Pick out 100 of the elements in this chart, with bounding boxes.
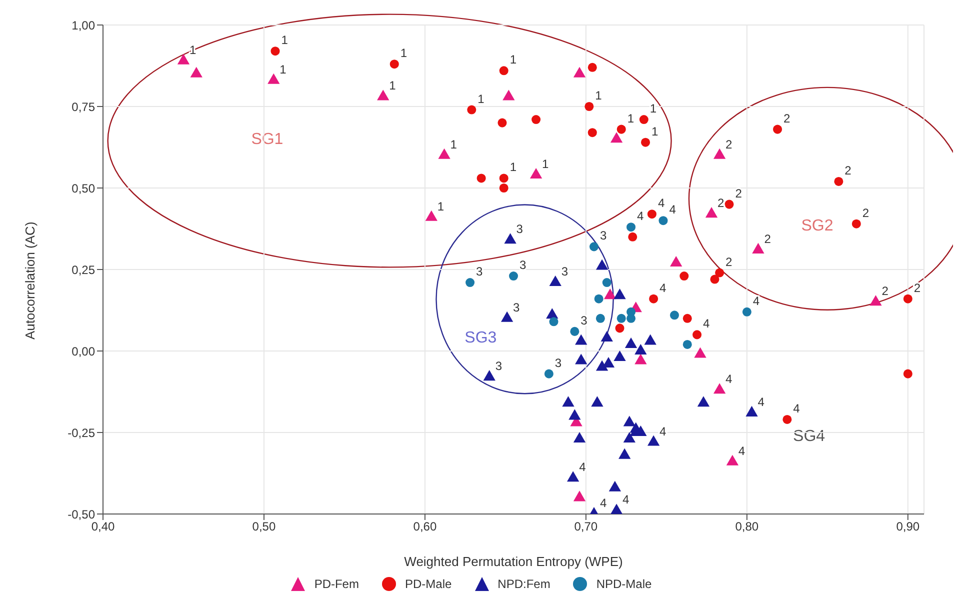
y-tick-label: 0,25 (72, 262, 96, 277)
annotation: 4 (669, 202, 676, 217)
point (682, 340, 692, 349)
annotation: 2 (862, 206, 870, 220)
annotation: 1 (400, 46, 408, 60)
point (782, 414, 792, 424)
y-tick-label: 0,00 (72, 344, 96, 358)
point (499, 174, 508, 183)
point (852, 219, 861, 228)
point (670, 310, 679, 320)
annotation: 1 (450, 137, 458, 152)
point (713, 383, 726, 394)
annotation: 2 (726, 137, 733, 152)
point (644, 334, 656, 345)
legend-label: PD-Male (404, 577, 452, 591)
point (614, 350, 626, 362)
point (549, 276, 562, 286)
point (594, 294, 604, 304)
annotation: 3 (513, 300, 520, 314)
annotation: 4 (660, 424, 667, 438)
point (658, 216, 668, 226)
annotation: SG2 (801, 218, 834, 235)
point (752, 242, 764, 254)
point (618, 448, 631, 459)
annotation: 1 (281, 33, 288, 48)
point (596, 360, 608, 371)
annotation: 3 (495, 359, 502, 374)
point (588, 128, 597, 138)
annotation: 1 (595, 88, 602, 102)
point (649, 294, 658, 304)
point (390, 60, 399, 69)
point (573, 432, 586, 443)
annotation: 1 (437, 199, 444, 214)
point (628, 232, 638, 242)
point (483, 370, 496, 381)
annotation: 3 (520, 258, 526, 272)
point (694, 347, 706, 358)
point (498, 118, 507, 128)
annotation: 4 (579, 460, 586, 474)
annotation: 1 (389, 78, 396, 93)
point (596, 314, 605, 323)
point (626, 222, 636, 232)
point (568, 409, 581, 420)
y-axis-title: Autocorrelation (AC) (22, 222, 38, 340)
x-axis-title: Weighted Permutation Entropy (WPE) (404, 554, 623, 569)
point (270, 46, 280, 56)
point (566, 471, 580, 482)
point (499, 66, 508, 76)
annotation: 4 (660, 280, 667, 295)
point (602, 278, 612, 288)
point (591, 396, 604, 407)
annotation: 1 (542, 156, 550, 171)
point (715, 268, 724, 278)
annotation: 4 (703, 316, 710, 331)
point (614, 288, 626, 300)
point (575, 334, 588, 345)
annotation: 4 (658, 196, 665, 210)
point (604, 288, 616, 300)
x-tick-label: 0,70 (574, 520, 598, 534)
point (589, 242, 599, 252)
annotation: 1 (510, 160, 517, 174)
point (624, 337, 638, 348)
point (870, 295, 882, 306)
annotation: 2 (882, 284, 889, 298)
annotation: 2 (726, 254, 733, 269)
annotation: 2 (735, 186, 742, 200)
point (746, 406, 758, 416)
point (670, 256, 682, 266)
point (726, 454, 739, 466)
annotation: 4 (600, 496, 607, 510)
legend-label: NPD:Fem (498, 577, 550, 591)
point (610, 504, 623, 514)
point (596, 259, 608, 270)
annotation: 4 (793, 401, 800, 416)
point (834, 176, 844, 186)
point (616, 124, 626, 134)
point (425, 210, 438, 221)
annotation: 1 (510, 52, 517, 67)
annotation: 3 (516, 222, 524, 236)
legend-label: NPD-Male (596, 577, 652, 591)
point (697, 396, 710, 407)
annotation: 2 (844, 163, 852, 178)
point (499, 183, 508, 193)
point (634, 344, 647, 355)
x-tick-label: 0,40 (91, 520, 115, 534)
point (467, 105, 476, 114)
point (903, 294, 912, 304)
point (623, 432, 636, 443)
annotation: 4 (726, 372, 733, 386)
point (532, 115, 541, 124)
point (615, 324, 624, 333)
point (608, 480, 621, 492)
point (724, 200, 734, 209)
point (772, 124, 782, 134)
x-tick-label: 0,50 (252, 520, 276, 534)
point (710, 274, 720, 284)
y-tick-label: 1,00 (72, 18, 96, 32)
annotation: 1 (652, 124, 659, 138)
point (573, 490, 586, 502)
point (562, 396, 574, 407)
